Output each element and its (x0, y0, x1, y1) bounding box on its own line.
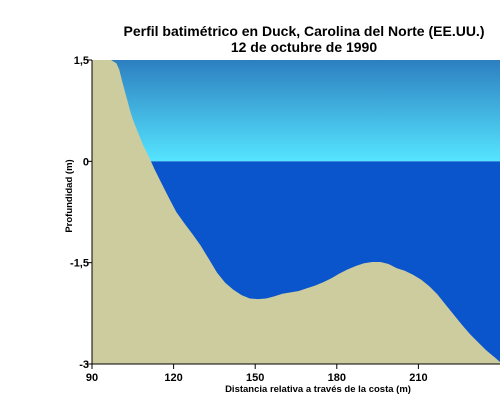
y-tick-label: 1,5 (74, 55, 89, 67)
chart-title: Perfil batimétrico en Duck, Carolina del… (124, 23, 485, 39)
y-axis-label: Profundidad (m) (64, 159, 75, 232)
x-tick-label: 120 (164, 372, 182, 384)
sky-band (92, 60, 500, 162)
y-axis-ticks: 1,5 0 -1,5 -3 (70, 55, 92, 371)
y-tick-label: -3 (79, 359, 89, 371)
x-axis-ticks: 90 120 150 180 210 (86, 364, 428, 384)
y-tick-label: -1,5 (70, 258, 89, 270)
y-tick-label: 0 (83, 156, 89, 168)
x-tick-label: 210 (409, 372, 427, 384)
x-tick-label: 90 (86, 372, 98, 384)
seabed-area (92, 60, 500, 364)
x-axis-label: Distancia relativa a través de la costa … (225, 384, 411, 395)
x-tick-label: 150 (246, 372, 264, 384)
chart-subtitle: 12 de octubre de 1990 (231, 39, 378, 55)
x-tick-label: 180 (328, 372, 346, 384)
